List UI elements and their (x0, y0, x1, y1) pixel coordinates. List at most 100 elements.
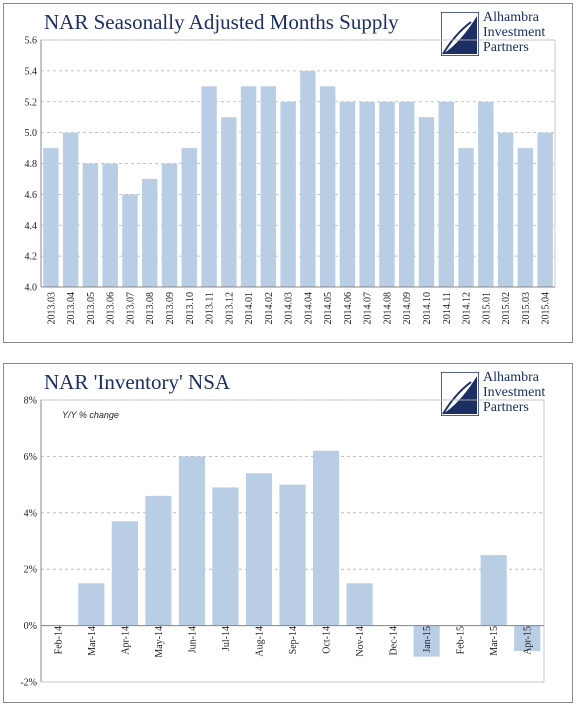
y-tick-label: 2% (24, 565, 37, 576)
bar (537, 132, 553, 287)
x-tick-label: 2013.03 (46, 292, 57, 325)
bar (201, 86, 217, 287)
bar (212, 487, 239, 626)
bar (458, 148, 474, 287)
x-tick-label: 2014.06 (343, 292, 354, 325)
bar (312, 450, 340, 626)
y-tick-label: 0% (24, 621, 37, 632)
bar (514, 625, 541, 651)
y-tick-label: 5.0 (25, 128, 38, 139)
y-tick-label: 5.2 (25, 97, 38, 108)
bar (142, 178, 158, 287)
x-tick-label: 2015.01 (481, 292, 492, 325)
y-tick-label: 4.2 (25, 252, 38, 263)
bar (478, 101, 494, 287)
x-tick-label: Mar-15 (489, 626, 500, 656)
bar (339, 101, 356, 287)
x-tick-label: 2014.02 (264, 292, 275, 325)
bar (240, 86, 257, 287)
y-tick-label: 6% (24, 452, 37, 463)
x-tick-label: Feb-15 (456, 626, 467, 654)
x-tick-label: Mar-14 (87, 626, 98, 656)
y-tick-label: 4.8 (25, 159, 38, 170)
bar (438, 101, 454, 287)
x-tick-label: Apr-15 (523, 626, 534, 655)
x-tick-label: Apr-14 (120, 626, 131, 655)
logo-line-3: Partners (483, 400, 529, 415)
y-tick-label: 8% (24, 396, 37, 407)
x-tick-label: 2014.11 (442, 292, 453, 324)
x-tick-label: 2014.10 (422, 292, 433, 325)
x-tick-label: 2013.09 (165, 292, 176, 325)
chart-title: NAR 'Inventory' NSA (44, 370, 231, 394)
bar (517, 148, 534, 287)
bar (399, 101, 415, 287)
logo-line-1: Alhambra (483, 10, 539, 25)
bar (413, 625, 440, 657)
y-tick-label: -2% (20, 678, 37, 689)
bar (145, 495, 172, 626)
bar (418, 117, 435, 287)
months-supply-panel: NAR Seasonally Adjusted Months Supply Al… (3, 3, 573, 343)
x-tick-label: 2014.03 (284, 292, 295, 325)
x-tick-label: 2013.11 (205, 292, 216, 324)
bar (280, 101, 296, 287)
bar (279, 484, 306, 626)
x-tick-label: 2013.10 (185, 292, 196, 325)
bar (379, 101, 395, 287)
x-tick-label: 2015.04 (541, 292, 552, 325)
x-tick-label: 2014.01 (244, 292, 255, 325)
bar (245, 473, 273, 626)
x-tick-label: Sep-14 (288, 626, 299, 654)
bar (102, 163, 118, 287)
bar (78, 583, 105, 626)
alhambra-logo-icon (441, 12, 479, 56)
bar (497, 132, 514, 287)
bar (111, 521, 138, 626)
x-tick-label: 2014.12 (462, 292, 473, 325)
bar (178, 456, 205, 626)
x-tick-label: 2013.06 (106, 292, 117, 325)
x-tick-label: 2015.02 (501, 292, 512, 325)
x-tick-label: 2014.09 (402, 292, 413, 325)
chart-annotation: Y/Y % change (62, 410, 119, 420)
bar (161, 163, 178, 287)
x-tick-label: 2013.08 (145, 292, 156, 325)
bar (319, 86, 336, 287)
x-tick-label: May-14 (154, 626, 165, 658)
bar (62, 132, 79, 287)
bar (221, 117, 237, 287)
bar (359, 101, 375, 287)
x-tick-label: 2013.07 (125, 292, 136, 325)
logo-line-1: Alhambra (483, 370, 539, 385)
y-tick-label: 5.6 (25, 36, 38, 47)
x-tick-label: 2014.07 (363, 292, 374, 325)
bar (181, 148, 197, 287)
alhambra-logo-icon (441, 372, 479, 416)
x-tick-label: Jul-14 (221, 626, 232, 651)
inventory-panel: NAR 'Inventory' NSA Alhambra Investment … (3, 363, 573, 703)
y-tick-label: 4.0 (25, 283, 38, 294)
x-tick-label: Jan-15 (422, 626, 433, 653)
x-tick-label: 2013.05 (86, 292, 97, 325)
bar (122, 194, 138, 287)
y-tick-label: 4% (24, 508, 37, 519)
x-tick-label: 2013.04 (66, 292, 77, 325)
bar (43, 148, 59, 287)
y-tick-label: 5.4 (25, 66, 38, 77)
logo-line-2: Investment (483, 385, 546, 400)
bar (82, 163, 99, 287)
x-tick-label: 2015.03 (521, 292, 532, 325)
x-tick-label: Oct-14 (322, 626, 333, 654)
months-supply-chart: 4.0 4.2 4.4 4.6 4.8 5.0 5.2 5.4 5.6 2013.03 2013.0… (25, 36, 556, 325)
y-tick-label: 4.4 (25, 221, 38, 232)
bar (300, 70, 316, 287)
chart-title: NAR Seasonally Adjusted Months Supply (44, 10, 399, 34)
x-tick-label: Feb-14 (53, 626, 64, 654)
x-tick-label: Dec-14 (389, 626, 400, 655)
bar (480, 555, 507, 626)
logo-text: Alhambra Investment Partners (483, 10, 545, 55)
x-tick-label: 2014.04 (303, 292, 314, 325)
bar (346, 583, 373, 626)
bar (260, 86, 277, 287)
